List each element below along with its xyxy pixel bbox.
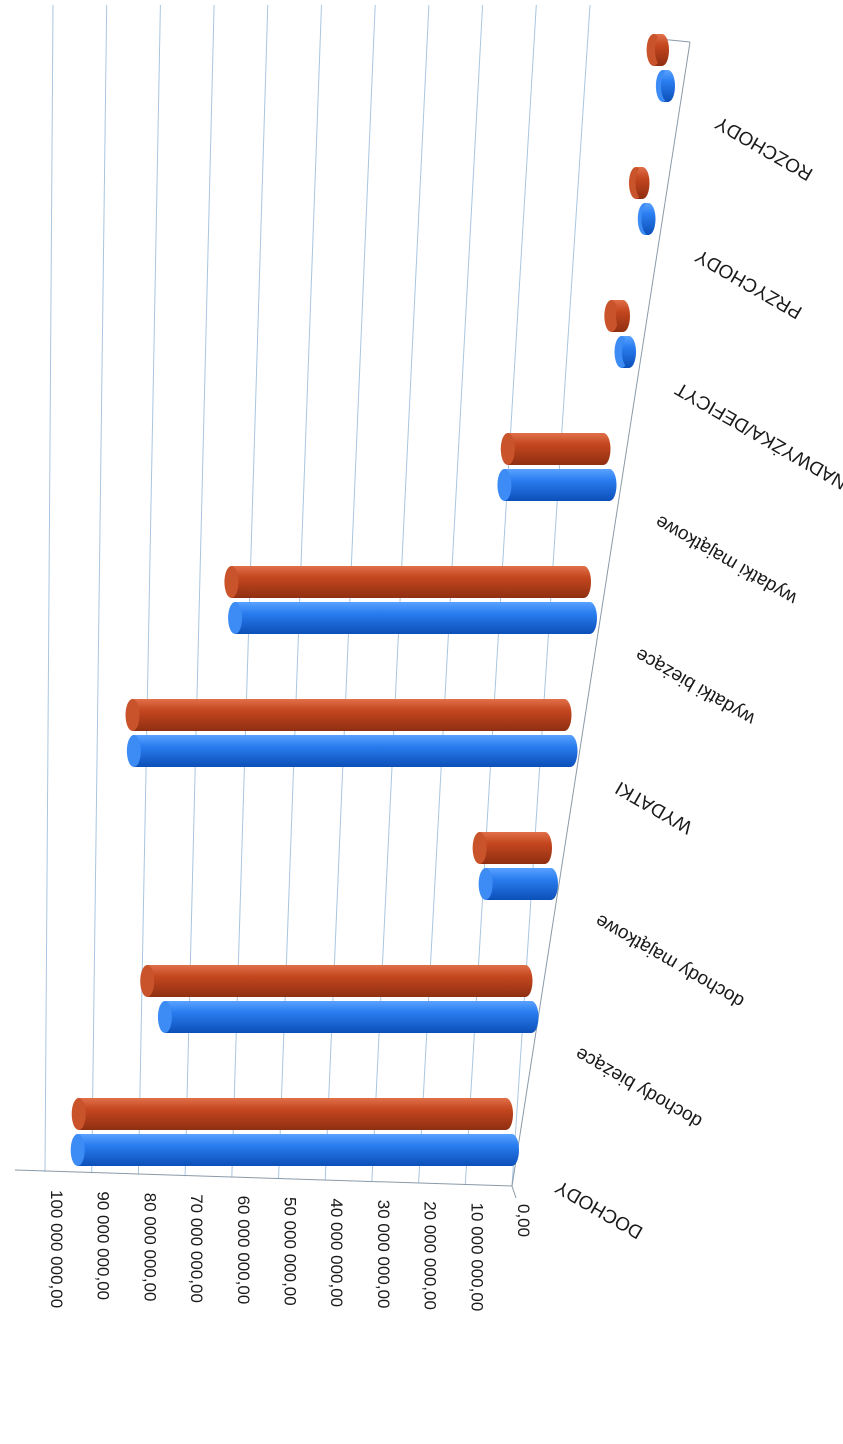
value-axis-line [14,1169,513,1187]
bar-red [231,566,585,598]
tick-label: 40 000 000,00 [327,1198,346,1307]
bar-cap [228,602,243,634]
bar-base [622,336,636,368]
bar-cap [70,1134,85,1166]
bar-red [507,433,604,465]
bar-red [479,832,545,864]
bar-base [635,167,650,199]
bar-cap [224,566,239,598]
tick-label: 30 000 000,00 [374,1200,393,1309]
bar-blue [77,1134,512,1166]
category-label: DOCHODY [552,1176,647,1243]
category-label: ROZCHODY [712,112,817,185]
bar-cap [125,699,140,731]
bar-base [661,70,675,102]
bar-cap [71,1098,86,1130]
bar-blue [504,469,610,501]
gridline [91,4,108,1174]
bar-cap [472,832,487,864]
bar-base [563,735,578,767]
bar-base [538,832,552,864]
bar-base [602,469,617,501]
bar-base [583,602,597,634]
gridline [137,4,161,1175]
bar-base [505,1134,519,1166]
category-label: dochody majątkowe [592,910,748,1012]
bar-base [499,1098,513,1130]
bar-cap [140,965,155,997]
bar-base [655,34,669,66]
tick-label: 90 000 000,00 [94,1191,113,1300]
bar-blue [485,868,551,900]
bar-blue [235,602,590,634]
bar-blue [133,735,571,767]
bar-red [78,1098,506,1130]
category-label: NADWYŻKA/DEFICYT [672,377,843,492]
bar-cap [478,868,493,900]
gridline [184,4,215,1177]
category-label: dochody bieżące [572,1043,706,1132]
tick-label: 20 000 000,00 [421,1201,440,1310]
bar-cap [500,433,515,465]
floor-edge-line [511,1185,517,1199]
tick-label: 70 000 000,00 [187,1194,206,1303]
category-label: PRZYCHODY [692,245,806,323]
tick-label: 100 000 000,00 [47,1190,66,1308]
bar-cap [604,300,619,332]
bar-blue [164,1001,532,1033]
bar-base [518,965,533,997]
category-label: wydatki majątkowe [652,511,801,609]
tick-label: 50 000 000,00 [281,1197,300,1306]
tick-label: 60 000 000,00 [234,1196,253,1305]
bar-base [524,1001,539,1033]
category-label: wydatki bieżące [632,644,760,730]
bar-base [641,203,656,235]
bar-base [577,566,591,598]
tick-label: 0,00 [514,1204,533,1237]
bar-base [557,699,572,731]
gridline [44,4,54,1173]
bar-cap [157,1001,172,1033]
category-label: WYDATKI [612,777,696,838]
bars-layer [70,34,675,1166]
tick-label: 10 000 000,00 [467,1203,486,1312]
bar-base [596,433,611,465]
bar-base [616,300,630,332]
bar-cap [497,469,512,501]
category-axis-line [511,41,691,1187]
tick-label: 80 000 000,00 [140,1193,159,1302]
bar-base [544,868,558,900]
bar-red [132,699,565,731]
bar-cap [126,735,141,767]
bar-red [147,965,526,997]
